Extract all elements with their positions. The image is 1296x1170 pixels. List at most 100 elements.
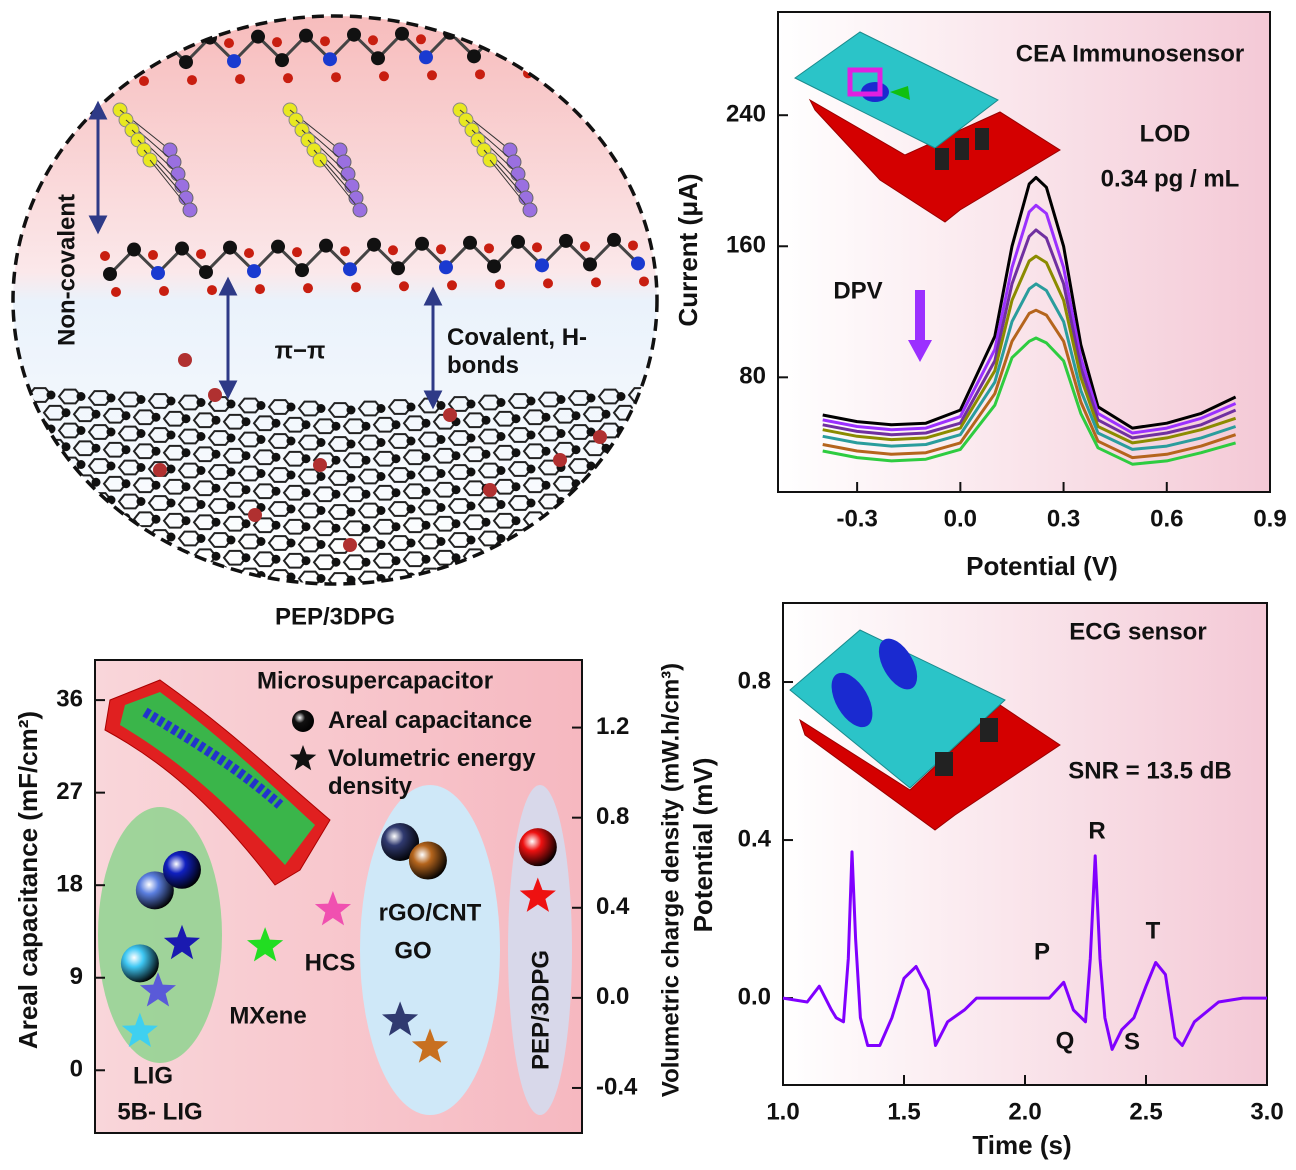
graphene-cell <box>357 400 383 417</box>
atom <box>226 433 236 443</box>
graphene-cell <box>342 418 368 435</box>
graphene-cell <box>297 400 323 417</box>
atom <box>522 202 538 218</box>
graphene-cell <box>749 518 771 532</box>
graphene-cell <box>612 506 638 523</box>
atom <box>181 414 191 424</box>
atom <box>196 568 206 577</box>
graphene-cell <box>477 394 503 411</box>
atom <box>571 411 581 421</box>
atom <box>111 287 121 297</box>
atom <box>481 415 491 425</box>
y-tick-label: 0.0 <box>738 983 771 1010</box>
graphene-cell <box>914 561 936 575</box>
atom <box>127 242 141 257</box>
atom <box>301 454 311 464</box>
graphene-cell <box>689 487 711 501</box>
graphene-cell <box>327 572 353 584</box>
atom <box>511 550 521 560</box>
atom <box>616 528 626 537</box>
atom <box>512 584 521 593</box>
graphene-cell <box>989 506 1011 520</box>
graphene-cell <box>402 517 428 534</box>
graphene-cell <box>207 566 233 582</box>
graphene-cell <box>582 406 608 423</box>
atom <box>812 569 821 578</box>
graphene-cell <box>719 452 741 466</box>
graphene-cell <box>267 399 293 415</box>
atom <box>662 407 671 416</box>
atom <box>179 55 193 70</box>
atom <box>421 554 431 564</box>
graphene-cell <box>402 449 428 466</box>
atom <box>166 396 176 406</box>
y-tick-label: 240 <box>726 101 766 128</box>
graphene-cell <box>87 390 113 406</box>
atom <box>406 504 416 514</box>
x-tick-label: -0.3 <box>836 505 877 532</box>
atom <box>148 250 158 261</box>
atom <box>511 414 521 424</box>
atom <box>292 247 302 258</box>
graphene-cell <box>237 397 263 414</box>
annotation: R <box>1088 817 1105 844</box>
atom <box>346 439 356 449</box>
atom <box>166 430 176 440</box>
atom <box>631 510 641 520</box>
graphene-cell <box>42 540 68 557</box>
graphene-cell <box>659 489 681 503</box>
atom <box>737 454 746 463</box>
graphene-cell <box>162 410 188 427</box>
graphene-cell <box>357 502 383 519</box>
graphene-cell <box>192 480 218 497</box>
atom <box>642 142 657 158</box>
graphene-cell <box>162 478 188 495</box>
graphene-cell <box>252 517 278 534</box>
graphene-cell <box>132 409 158 426</box>
graphene-cell <box>147 563 173 579</box>
atom <box>608 30 618 41</box>
atom <box>511 516 521 526</box>
atom <box>361 523 371 533</box>
atom <box>592 102 608 118</box>
atom <box>541 480 551 490</box>
atom <box>208 388 222 402</box>
graphene-cell <box>597 558 623 575</box>
graphene-cell <box>207 430 233 446</box>
atom <box>902 565 911 574</box>
atom <box>106 393 116 403</box>
arrow-head <box>423 286 443 306</box>
graphene-cell <box>642 573 657 584</box>
atom <box>166 464 176 474</box>
annotation: P <box>1034 938 1050 965</box>
graphene-cell <box>72 542 98 559</box>
graphene-cell <box>132 579 158 584</box>
atom <box>331 72 341 83</box>
graphene-cell <box>432 447 458 464</box>
graphene-cell <box>372 518 398 535</box>
atom <box>646 424 656 434</box>
bond <box>319 159 361 211</box>
y-axis-label: Current (μA) <box>673 173 703 326</box>
atom <box>319 238 333 253</box>
atom <box>166 532 176 542</box>
atom <box>316 438 326 447</box>
atom <box>91 545 101 555</box>
atom <box>616 460 626 469</box>
atom <box>902 497 911 506</box>
atom <box>103 267 117 281</box>
atom <box>752 402 761 411</box>
graphene-cell <box>734 536 756 550</box>
atom <box>767 385 776 394</box>
atom <box>677 457 686 466</box>
atom <box>391 261 405 276</box>
graphene-cell <box>222 413 248 430</box>
atom <box>391 420 401 430</box>
atom <box>226 535 236 545</box>
atom <box>271 452 281 462</box>
graphene-cell <box>477 462 503 479</box>
atom <box>61 442 71 452</box>
graphene-cell <box>87 458 113 474</box>
atom <box>650 166 657 182</box>
graphene-cell <box>447 566 473 582</box>
